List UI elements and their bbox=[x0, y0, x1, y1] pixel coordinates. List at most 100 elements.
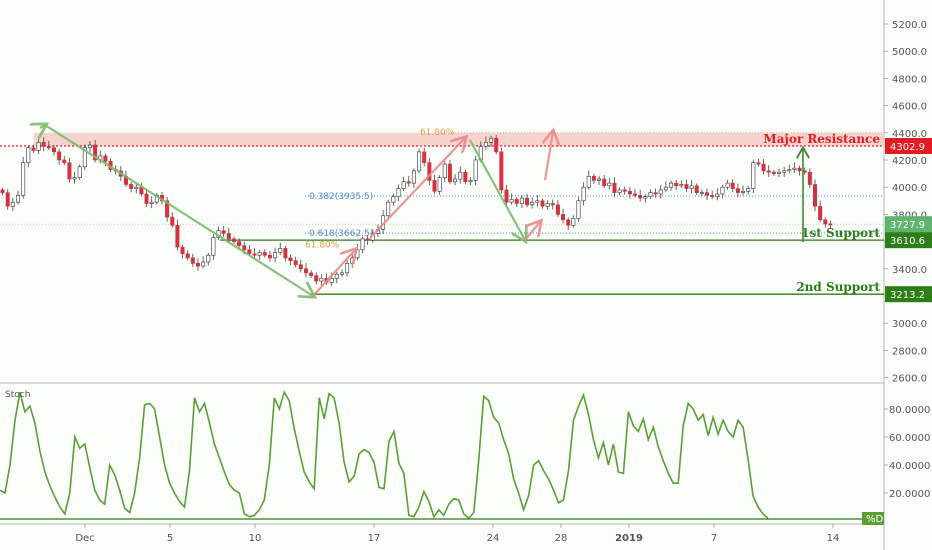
candle bbox=[725, 182, 730, 188]
candle bbox=[633, 193, 638, 196]
candle bbox=[417, 151, 422, 172]
candle bbox=[483, 142, 488, 147]
stoch-indicator-title: Stoch bbox=[5, 390, 30, 400]
candle bbox=[21, 162, 26, 196]
candle bbox=[87, 144, 92, 149]
candle bbox=[530, 201, 535, 206]
candle bbox=[828, 223, 833, 226]
candle bbox=[617, 189, 622, 193]
major-resistance-label: Major Resistance bbox=[763, 132, 880, 146]
time-tick-label: 28 bbox=[555, 533, 568, 544]
candle bbox=[638, 195, 643, 199]
candle bbox=[699, 192, 704, 194]
price-tick-label: 4000.0 bbox=[892, 183, 927, 194]
candle bbox=[144, 193, 149, 204]
candle bbox=[473, 159, 478, 181]
candle bbox=[705, 192, 710, 196]
fib-label: 0.382(3935.5) bbox=[309, 192, 373, 202]
candle bbox=[463, 171, 468, 183]
candle bbox=[535, 200, 540, 203]
first-support-label: 1st Support bbox=[801, 226, 880, 240]
candle bbox=[16, 195, 20, 203]
candle bbox=[427, 162, 432, 181]
candle bbox=[720, 186, 725, 195]
candle bbox=[5, 192, 10, 207]
candle bbox=[170, 216, 175, 226]
candle bbox=[391, 196, 396, 203]
candle bbox=[813, 184, 817, 207]
candle bbox=[597, 178, 602, 181]
candle bbox=[72, 177, 77, 180]
candle bbox=[31, 147, 36, 151]
candle bbox=[165, 200, 170, 218]
candle bbox=[298, 264, 303, 270]
candle bbox=[509, 199, 514, 203]
candle bbox=[437, 177, 442, 192]
candle bbox=[41, 142, 46, 147]
price-tick-label: 5000.0 bbox=[892, 47, 927, 58]
candle bbox=[273, 252, 278, 259]
pattern-arrow bbox=[369, 138, 465, 239]
candle bbox=[694, 185, 699, 193]
time-axis[interactable]: Dec 5 10 17 24 28 2019 7 14 bbox=[75, 524, 839, 544]
pattern-arrow bbox=[545, 132, 553, 181]
candle bbox=[494, 137, 499, 153]
price-tick-label: 4200.0 bbox=[892, 156, 927, 167]
candle bbox=[211, 237, 216, 256]
candle bbox=[350, 257, 355, 264]
candle bbox=[57, 151, 62, 161]
price-tick-label: 2600.0 bbox=[892, 374, 927, 385]
candle bbox=[257, 252, 262, 256]
candle bbox=[46, 146, 51, 149]
candle bbox=[710, 195, 715, 198]
price-tick-label: 4600.0 bbox=[892, 102, 927, 113]
candle bbox=[669, 182, 674, 188]
stoch-pane bbox=[0, 384, 884, 524]
candle bbox=[648, 192, 653, 198]
pattern-arrow bbox=[469, 139, 525, 240]
price-tick-label: 3000.0 bbox=[892, 319, 927, 330]
candle bbox=[339, 272, 344, 275]
candle bbox=[103, 155, 108, 162]
candle bbox=[262, 252, 267, 256]
candle bbox=[237, 241, 242, 246]
candle bbox=[782, 170, 787, 173]
candle bbox=[561, 214, 566, 221]
candle bbox=[62, 159, 67, 164]
candle bbox=[309, 272, 314, 276]
pattern-arrows bbox=[40, 125, 803, 296]
candle bbox=[129, 184, 134, 189]
candle bbox=[77, 166, 82, 178]
time-tick-label: 10 bbox=[249, 533, 262, 544]
candle bbox=[406, 181, 411, 184]
candle bbox=[555, 204, 560, 215]
fib-percent-label: 61.80% bbox=[305, 241, 340, 251]
candle bbox=[195, 263, 200, 267]
candle bbox=[771, 171, 776, 174]
candle bbox=[242, 245, 247, 251]
candle bbox=[566, 219, 571, 226]
candle bbox=[715, 193, 720, 198]
candle bbox=[663, 186, 668, 191]
candles bbox=[0, 134, 833, 286]
candle bbox=[422, 151, 427, 164]
price-tick-label: 3800.0 bbox=[892, 210, 927, 221]
candle bbox=[730, 182, 735, 189]
candle bbox=[252, 253, 257, 256]
candle bbox=[540, 200, 545, 207]
stoch-tick-label: 60.0000 bbox=[889, 433, 930, 444]
second-support-tag-text: 3213.2 bbox=[890, 290, 925, 301]
candle bbox=[247, 249, 252, 255]
candle bbox=[288, 257, 293, 261]
time-tick-label: 5 bbox=[167, 533, 173, 544]
time-tick-label: 2019 bbox=[615, 533, 643, 544]
candle bbox=[607, 182, 612, 187]
candle bbox=[51, 147, 56, 153]
candle bbox=[319, 278, 324, 282]
candle bbox=[267, 254, 272, 259]
price-axis[interactable]: 5200.0 5000.0 4800.0 4600.0 4400.0 4200.0 4000… bbox=[884, 20, 927, 385]
major-resistance-tag bbox=[885, 138, 932, 155]
candle bbox=[581, 186, 586, 202]
candle bbox=[797, 167, 802, 172]
